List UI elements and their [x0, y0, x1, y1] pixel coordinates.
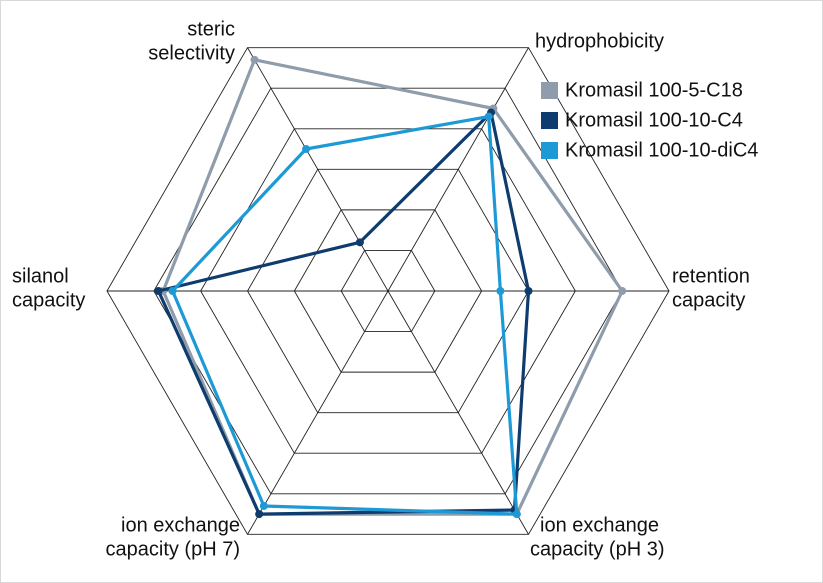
axis-label: ion exchange — [540, 514, 659, 536]
spoke — [387, 47, 529, 292]
axis-label: capacity (pH 7) — [106, 538, 241, 560]
axis-label: capacity — [12, 289, 85, 311]
axis-label: capacity (pH 3) — [530, 538, 665, 560]
legend-label: Kromasil 100-10-diC4 — [565, 139, 758, 161]
spoke — [247, 290, 389, 535]
series-point — [484, 112, 493, 121]
series-point — [168, 287, 177, 295]
axis-label: ion exchange — [121, 514, 240, 536]
axis-label: steric — [187, 18, 235, 40]
spoke — [247, 47, 389, 292]
legend-swatch — [541, 82, 558, 99]
series-point — [618, 287, 627, 295]
axis-label: hydrophobicity — [535, 30, 664, 52]
legend-label: Kromasil 100-10-C4 — [565, 109, 743, 131]
series-point — [255, 510, 264, 519]
axis-label: selectivity — [148, 42, 235, 64]
series-point — [154, 287, 163, 295]
axis-label: capacity — [672, 289, 745, 311]
series-point — [512, 510, 521, 519]
spoke — [387, 290, 529, 535]
series-point — [250, 55, 259, 64]
legend-swatch — [541, 112, 558, 129]
legend-label: Kromasil 100-5-C18 — [565, 79, 743, 101]
legend-swatch — [541, 142, 558, 159]
axis-label: silanol — [12, 265, 69, 287]
series-point — [302, 145, 311, 154]
series-point — [355, 238, 364, 247]
series-point — [496, 287, 505, 295]
axis-label: retention — [672, 265, 750, 287]
series-point — [524, 287, 533, 295]
series-point — [259, 501, 268, 510]
